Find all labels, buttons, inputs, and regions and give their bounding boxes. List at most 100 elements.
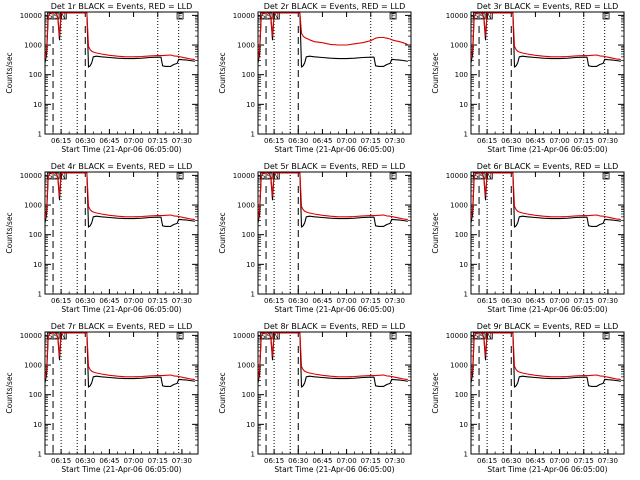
- flag-box-label: S: [261, 172, 266, 180]
- y-tick-label: 100: [455, 391, 468, 399]
- flag-box-frame: [389, 332, 397, 340]
- flag-box-frame: [176, 332, 184, 340]
- x-tick-label: 07:15: [148, 457, 168, 465]
- x-tick-label: 06:15: [264, 297, 284, 305]
- x-tick-label: 06:30: [288, 297, 308, 305]
- y-axis-label: Counts/sec: [5, 372, 14, 413]
- y-axis-label: Counts/sec: [431, 372, 440, 413]
- flag-box-label: E: [391, 12, 395, 20]
- flag-box-label: N: [487, 12, 492, 20]
- y-tick-label: 1000: [24, 42, 42, 50]
- plot-frame: [257, 11, 412, 135]
- x-tick-label: 06:45: [312, 297, 332, 305]
- x-tick-label: 07:30: [172, 297, 192, 305]
- y-tick-label: 10000: [233, 332, 255, 340]
- y-axis-label: Counts/sec: [5, 212, 14, 253]
- x-tick-label: 07:15: [574, 457, 594, 465]
- y-axis-label: Counts/sec: [218, 52, 227, 93]
- marker-lines: [52, 12, 180, 134]
- y-tick-label: 1000: [237, 42, 255, 50]
- flag-box-label: S: [48, 12, 53, 20]
- x-tick-label: 06:15: [264, 457, 284, 465]
- y-tick-label: 1: [464, 291, 468, 299]
- x-tick-label: 06:45: [99, 457, 119, 465]
- x-axis-label: Start Time (21-Apr-06 06:05:00): [487, 305, 607, 314]
- x-tick-label: 06:15: [264, 137, 284, 145]
- flag-box-label: S: [54, 172, 59, 180]
- y-tick-label: 100: [242, 391, 255, 399]
- x-tick-label: 06:45: [99, 137, 119, 145]
- series-group: [471, 332, 621, 388]
- y-tick-label: 10000: [20, 172, 42, 180]
- flag-box: E: [602, 172, 610, 180]
- y-tick-label: 10000: [233, 12, 255, 20]
- y-axis-label: Counts/sec: [218, 212, 227, 253]
- y-tick-label: 10000: [20, 12, 42, 20]
- y-tick-label: 1000: [237, 202, 255, 210]
- flag-box-label: S: [480, 332, 485, 340]
- y-tick-label: 100: [29, 391, 42, 399]
- x-tick-label: 07:30: [172, 457, 192, 465]
- flag-box-frame: [602, 12, 610, 20]
- y-tick-label: 1000: [24, 202, 42, 210]
- y-tick-label: 10000: [20, 332, 42, 340]
- x-tick-label: 07:15: [361, 297, 381, 305]
- x-tick-label: 07:00: [336, 457, 356, 465]
- lld-series-line: [45, 12, 195, 61]
- x-axis-label: Start Time (21-Apr-06 06:05:00): [487, 145, 607, 154]
- x-tick-label: 06:45: [525, 137, 545, 145]
- marker-lines: [478, 332, 606, 454]
- x-tick-label: 06:30: [75, 457, 95, 465]
- flag-box-label: N: [61, 332, 66, 340]
- plot-frame: [257, 171, 412, 295]
- panel-det-3: Det 3r BLACK = Events, RED = LLD 1 10 100 10…: [431, 2, 625, 154]
- flag-box-frame: [602, 172, 610, 180]
- y-axis-label: Counts/sec: [5, 52, 14, 93]
- lld-series-line: [45, 172, 195, 221]
- x-tick-label: 06:45: [312, 137, 332, 145]
- lld-series-line: [45, 332, 195, 381]
- flag-box-label: E: [604, 172, 608, 180]
- x-axis-label: Start Time (21-Apr-06 06:05:00): [274, 305, 394, 314]
- panel-title: Det 4r BLACK = Events, RED = LLD: [51, 162, 193, 171]
- flag-box-label: S: [48, 332, 53, 340]
- x-tick-label: 06:45: [525, 297, 545, 305]
- plot-frame: [44, 11, 199, 135]
- y-axis-label: Counts/sec: [218, 372, 227, 413]
- panel-det-5: Det 5r BLACK = Events, RED = LLD 1 10 100 10…: [218, 162, 412, 314]
- flag-box-label: S: [267, 12, 272, 20]
- flag-box-label: N: [487, 172, 492, 180]
- x-tick-label: 07:15: [148, 297, 168, 305]
- events-series-line: [258, 172, 408, 228]
- y-tick-label: 100: [242, 231, 255, 239]
- y-tick-label: 10000: [446, 172, 468, 180]
- flag-box-frame: [176, 172, 184, 180]
- x-tick-label: 07:00: [549, 457, 569, 465]
- y-tick-label: 10: [459, 101, 468, 109]
- plot-frame: [470, 171, 625, 295]
- x-tick-label: 07:30: [385, 457, 405, 465]
- x-tick-label: 07:30: [598, 137, 618, 145]
- panel-title: Det 9r BLACK = Events, RED = LLD: [477, 322, 619, 331]
- y-tick-label: 10: [246, 421, 255, 429]
- y-tick-label: 100: [29, 231, 42, 239]
- x-tick-label: 07:30: [172, 137, 192, 145]
- events-series-line: [471, 332, 621, 388]
- x-axis-label: Start Time (21-Apr-06 06:05:00): [61, 465, 181, 474]
- x-tick-label: 07:00: [123, 297, 143, 305]
- lld-series-line: [258, 172, 408, 221]
- y-tick-label: 10: [459, 421, 468, 429]
- series-group: [45, 12, 195, 68]
- panel-det-2: Det 2r BLACK = Events, RED = LLD 1 10 100 10…: [218, 2, 412, 154]
- marker-lines: [478, 12, 606, 134]
- flag-box-label: N: [61, 12, 66, 20]
- y-tick-label: 1000: [450, 362, 468, 370]
- panel-det-8: Det 8r BLACK = Events, RED = LLD 1 10 100 10…: [218, 322, 412, 474]
- lld-series-line: [258, 12, 409, 59]
- x-tick-label: 06:15: [477, 457, 497, 465]
- flag-box-label: S: [474, 332, 479, 340]
- y-tick-label: 1000: [237, 362, 255, 370]
- plot-frame: [470, 331, 625, 455]
- flag-box: E: [176, 172, 184, 180]
- marker-lines: [265, 332, 393, 454]
